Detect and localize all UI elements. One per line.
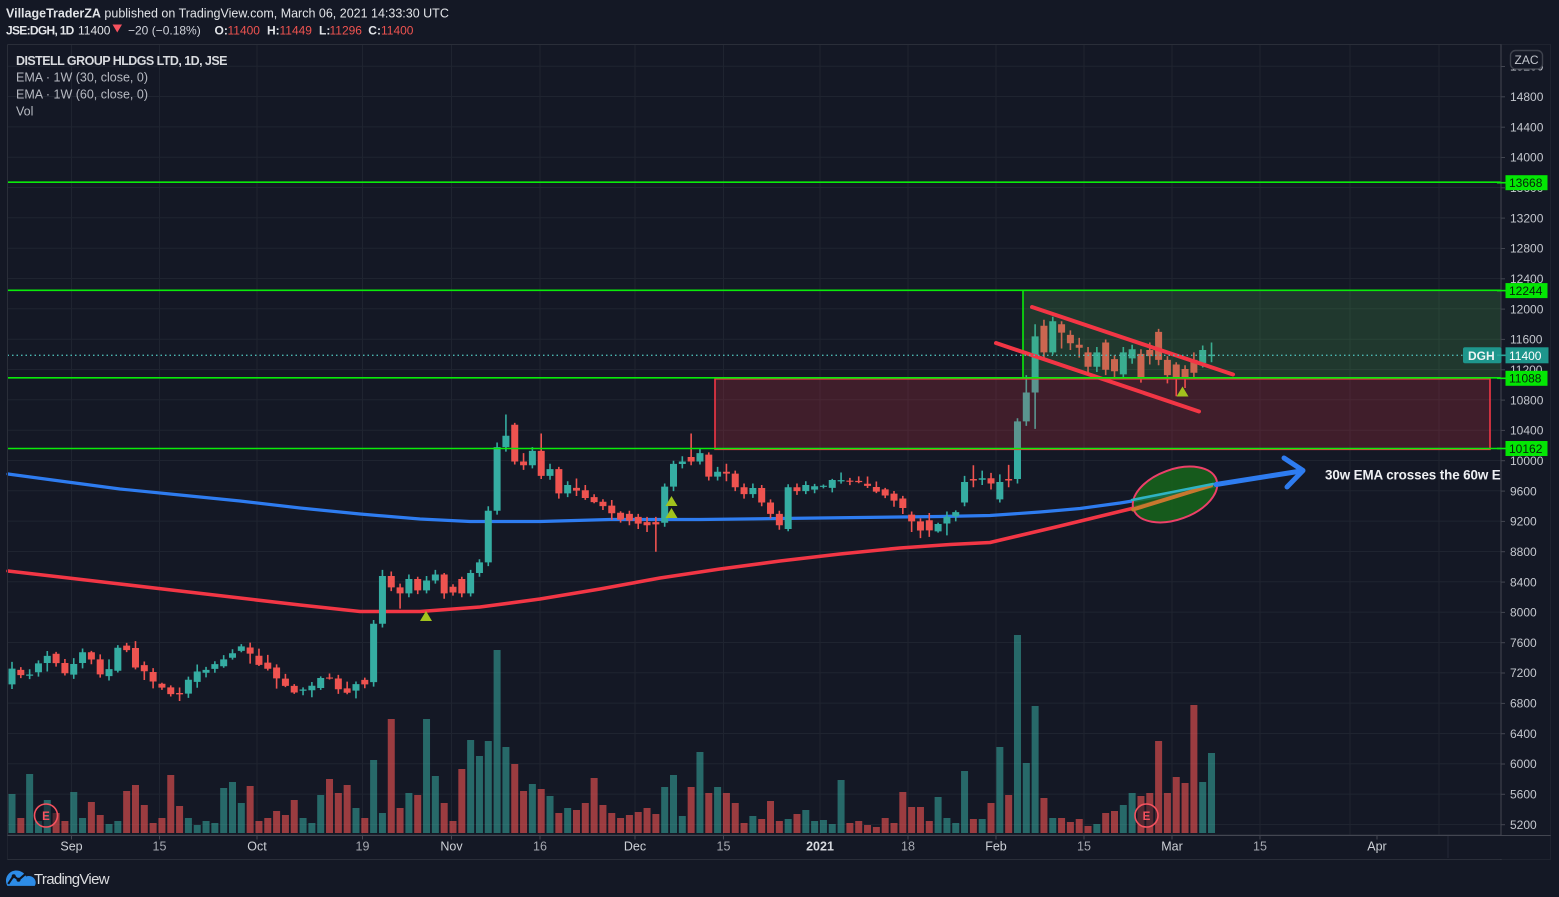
svg-text:13668: 13668 [1509, 176, 1543, 190]
svg-text:11600: 11600 [1510, 333, 1543, 347]
svg-text:Vol: Vol [16, 105, 33, 119]
svg-text:10162: 10162 [1509, 442, 1543, 456]
svg-text:10800: 10800 [1510, 393, 1544, 407]
svg-text:14400: 14400 [1510, 120, 1544, 134]
svg-text:13200: 13200 [1510, 211, 1544, 225]
svg-text:DISTELL GROUP HLDGS LTD, 1D, J: DISTELL GROUP HLDGS LTD, 1D, JSE [16, 54, 227, 68]
svg-text:E: E [42, 811, 50, 823]
svg-text:15: 15 [717, 840, 731, 854]
svg-text:DGH: DGH [1468, 349, 1495, 363]
svg-text:Dec: Dec [624, 840, 646, 854]
svg-text:19: 19 [356, 840, 370, 854]
svg-text:ZAC: ZAC [1515, 53, 1539, 67]
svg-text:11400: 11400 [1509, 349, 1542, 363]
svg-text:5600: 5600 [1510, 788, 1537, 802]
svg-text:VillageTraderZA published on T: VillageTraderZA published on TradingView… [6, 7, 449, 21]
svg-text:Sep: Sep [60, 840, 82, 854]
svg-text:9600: 9600 [1510, 484, 1537, 498]
svg-text:12244: 12244 [1509, 284, 1543, 298]
svg-text:8000: 8000 [1510, 606, 1537, 620]
svg-text:6000: 6000 [1510, 757, 1537, 771]
svg-text:Feb: Feb [985, 840, 1007, 854]
svg-text:18: 18 [901, 840, 915, 854]
svg-text:TradingView: TradingView [34, 871, 110, 888]
svg-text:8800: 8800 [1510, 545, 1537, 559]
svg-text:16: 16 [533, 840, 547, 854]
svg-text:Oct: Oct [247, 840, 267, 854]
svg-text:6400: 6400 [1510, 727, 1537, 741]
svg-text:9200: 9200 [1510, 515, 1537, 529]
svg-text:E: E [1143, 811, 1151, 823]
svg-text:Nov: Nov [440, 840, 463, 854]
svg-text:14800: 14800 [1510, 90, 1544, 104]
svg-text:2021: 2021 [806, 840, 834, 854]
svg-text:12400: 12400 [1510, 272, 1544, 286]
svg-text:EMA · 1W (60, close, 0): EMA · 1W (60, close, 0) [16, 88, 148, 102]
svg-text:30w EMA crosses the 60w EMA: 30w EMA crosses the 60w EMA [1325, 468, 1522, 483]
svg-text:8400: 8400 [1510, 575, 1537, 589]
svg-text:14000: 14000 [1510, 151, 1544, 165]
svg-text:Apr: Apr [1367, 840, 1386, 854]
svg-text:7200: 7200 [1510, 666, 1537, 680]
svg-text:11088: 11088 [1509, 372, 1542, 386]
svg-text:6800: 6800 [1510, 697, 1537, 711]
svg-text:12000: 12000 [1510, 302, 1544, 316]
svg-text:5200: 5200 [1510, 818, 1537, 832]
svg-text:7600: 7600 [1510, 636, 1537, 650]
svg-text:15: 15 [1077, 840, 1091, 854]
svg-text:EMA · 1W (30, close, 0): EMA · 1W (30, close, 0) [16, 71, 148, 85]
svg-text:15: 15 [153, 840, 167, 854]
svg-text:12800: 12800 [1510, 242, 1544, 256]
svg-text:10000: 10000 [1510, 454, 1544, 468]
svg-text:15: 15 [1253, 840, 1267, 854]
svg-text:Mar: Mar [1161, 840, 1183, 854]
svg-text:10400: 10400 [1510, 424, 1544, 438]
